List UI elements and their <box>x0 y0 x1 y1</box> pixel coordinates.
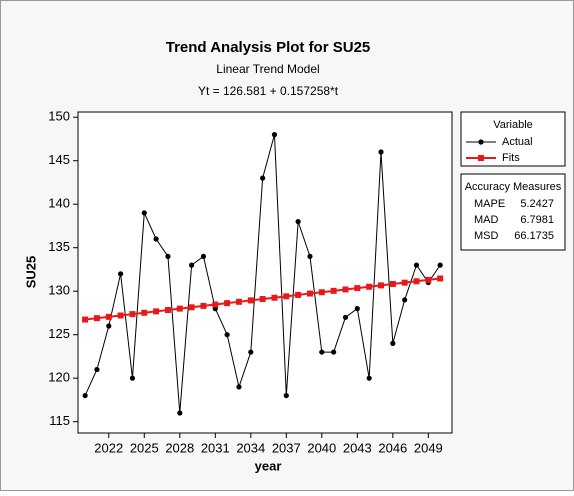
marker <box>153 236 159 242</box>
marker <box>189 262 195 268</box>
accuracy-label: MSD <box>474 230 499 242</box>
x-tick-label: 2049 <box>414 440 443 455</box>
y-tick-label: 115 <box>49 413 70 428</box>
marker <box>413 278 420 285</box>
marker <box>307 253 313 260</box>
y-tick-label: 125 <box>48 326 70 341</box>
marker <box>271 294 278 301</box>
marker <box>401 279 408 286</box>
marker <box>212 301 219 308</box>
marker <box>295 291 302 298</box>
y-tick-label: 145 <box>48 152 70 167</box>
marker <box>82 392 88 399</box>
marker <box>425 276 432 283</box>
marker <box>247 297 254 304</box>
marker <box>295 219 301 225</box>
plot-frame <box>77 111 453 434</box>
marker <box>366 283 373 290</box>
marker <box>402 297 408 303</box>
y-tick-label: 140 <box>48 196 70 211</box>
marker <box>236 384 242 390</box>
equation: Yt = 126.581 + 0.157258*t <box>198 84 339 98</box>
accuracy-label: MAD <box>474 214 499 226</box>
marker <box>342 314 349 320</box>
y-tick-label: 135 <box>48 239 70 254</box>
x-tick-label: 2022 <box>94 440 123 455</box>
y-tick-label: 120 <box>48 370 70 385</box>
marker <box>331 349 337 355</box>
marker <box>378 149 384 155</box>
accuracy-title: Accuracy Measures <box>465 181 562 193</box>
marker <box>164 306 171 313</box>
marker <box>390 340 396 346</box>
marker <box>200 253 207 260</box>
marker <box>153 308 160 315</box>
marker <box>117 312 124 319</box>
marker <box>188 304 195 311</box>
marker <box>224 332 230 338</box>
x-tick-label: 2040 <box>307 440 336 455</box>
marker <box>165 253 171 260</box>
marker <box>235 298 242 305</box>
marker <box>342 286 349 293</box>
marker <box>248 349 254 355</box>
accuracy-value: 5.2427 <box>520 198 554 210</box>
y-axis-label: SU25 <box>23 256 38 289</box>
marker <box>129 311 136 318</box>
x-tick-label: 2046 <box>378 440 407 455</box>
marker <box>377 282 384 289</box>
marker <box>389 280 396 287</box>
marker <box>106 323 112 329</box>
y-tick-label: 130 <box>48 283 70 298</box>
x-tick-label: 2037 <box>272 440 301 455</box>
marker <box>105 313 112 320</box>
legend-label: Fits <box>502 152 520 164</box>
marker <box>82 316 89 323</box>
marker <box>478 155 484 161</box>
marker <box>478 139 484 145</box>
marker <box>283 392 289 399</box>
marker <box>118 271 124 277</box>
marker <box>318 289 325 296</box>
chart-title: Trend Analysis Plot for SU25 <box>166 39 371 56</box>
legend-title: Variable <box>493 119 533 131</box>
marker <box>366 375 372 381</box>
marker <box>437 275 444 282</box>
accuracy-box <box>460 173 566 251</box>
marker <box>141 210 147 216</box>
x-axis-label: year <box>255 458 282 473</box>
marker <box>271 132 278 138</box>
marker <box>437 262 443 268</box>
marker <box>259 296 266 303</box>
x-tick-label: 2028 <box>165 440 194 455</box>
x-tick-label: 2031 <box>201 440 230 455</box>
marker <box>94 366 100 373</box>
marker <box>413 262 420 268</box>
marker <box>177 410 183 416</box>
marker <box>141 309 148 316</box>
x-tick-label: 2034 <box>236 440 265 455</box>
marker <box>319 349 325 355</box>
accuracy-value: 6.7981 <box>520 214 554 226</box>
x-tick-label: 2025 <box>130 440 159 455</box>
legend-label: Actual <box>502 136 533 148</box>
marker <box>354 285 361 292</box>
y-tick-label: 150 <box>48 109 70 124</box>
marker <box>306 290 313 297</box>
marker <box>200 302 207 309</box>
accuracy-value: 66.1735 <box>514 230 554 242</box>
marker <box>176 305 183 312</box>
x-tick-label: 2043 <box>343 440 372 455</box>
marker <box>260 175 266 181</box>
subtitle: Linear Trend Model <box>216 62 319 76</box>
marker <box>224 300 231 307</box>
marker <box>129 375 136 381</box>
accuracy-label: MAPE <box>474 198 505 210</box>
marker <box>283 293 290 300</box>
marker <box>330 287 337 294</box>
marker <box>93 315 100 322</box>
marker <box>354 306 360 312</box>
